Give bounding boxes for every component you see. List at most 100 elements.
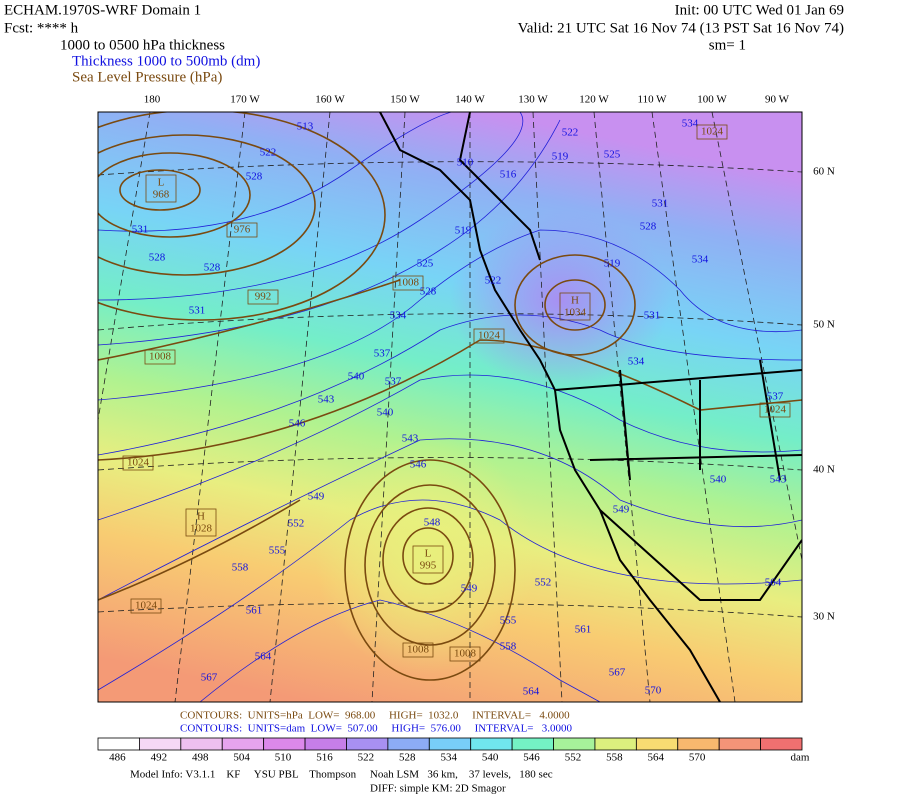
thickness-label: 525 [417, 258, 434, 270]
thickness-label: 522 [260, 147, 277, 159]
lon-label: 100 W [697, 94, 727, 106]
slp-label: 976 [234, 224, 251, 236]
thickness-label: 528 [204, 262, 221, 274]
slp-label-box [473, 328, 505, 344]
thickness-label: 558 [232, 562, 249, 574]
colorbar-box [387, 737, 430, 751]
map-area: 513 522 528 531 528 528 531 510 516 519 525 522 534 5… [98, 112, 802, 702]
lon-label: 130 W [518, 94, 548, 106]
slp-label-box [759, 402, 791, 418]
thickness-label: 531 [644, 310, 661, 322]
colorbar-label: 522 [358, 752, 375, 764]
thickness-label: 552 [535, 577, 552, 589]
slp-label: 1008 [454, 648, 477, 660]
slp-label-box [122, 455, 154, 471]
pressure-center-type: L [425, 548, 432, 560]
thickness-label: 510 [457, 157, 474, 169]
colorbar-label: 486 [109, 752, 126, 764]
smoothing: sm= 1 [709, 37, 746, 53]
lon-label: 140 W [455, 94, 485, 106]
legend-thickness: Thickness 1000 to 500mb (dm) [72, 53, 260, 69]
pressure-center-value: 1034 [564, 307, 587, 319]
colorbar-box [470, 737, 513, 751]
colorbar-label: 552 [565, 752, 582, 764]
thickness-label: 519 [604, 258, 621, 270]
thickness-label: 540 [348, 371, 365, 383]
slp-label-box [449, 646, 481, 662]
pressure-center-value: 1028 [190, 523, 213, 535]
lat-label: 50 N [813, 319, 835, 331]
thickness-label: 528 [420, 286, 437, 298]
pressure-center-box [412, 545, 444, 574]
thickness-label: 546 [410, 459, 427, 471]
colorbar-box [180, 737, 223, 751]
pressure-center-type: H [571, 295, 579, 307]
thickness-label: 519 [552, 151, 569, 163]
pressure-center-box [559, 292, 591, 321]
lat-label: 30 N [813, 611, 835, 623]
thickness-label: 531 [652, 198, 669, 210]
lat-label: 40 N [813, 464, 835, 476]
slp-label-box [226, 222, 258, 238]
thickness-label: 561 [575, 624, 592, 636]
slp-label: 1024 [764, 404, 787, 416]
lat-label: 60 N [813, 166, 835, 178]
colorbar-label: 528 [399, 752, 416, 764]
field-name: 1000 to 0500 hPa thickness [60, 37, 225, 53]
colorbar-label: 558 [606, 752, 623, 764]
thickness-label: 528 [149, 252, 166, 264]
colorbar-label: 504 [233, 752, 250, 764]
thickness-label: 549 [308, 491, 325, 503]
colorbar-label: 510 [275, 752, 292, 764]
slp-label: 992 [255, 291, 272, 303]
slp-label-box [144, 349, 176, 365]
thickness-label: 555 [269, 545, 286, 557]
colorbar-box [594, 737, 637, 751]
thickness-label: 567 [201, 672, 218, 684]
colorbar-label: 534 [440, 752, 457, 764]
thickness-label: 558 [500, 641, 517, 653]
slp-label-box [402, 642, 434, 658]
thickness-label: 543 [402, 433, 419, 445]
slp-label-box [392, 275, 424, 291]
slp-contours [98, 112, 802, 681]
colorbar-box [428, 737, 472, 751]
colorbar-label: 540 [482, 752, 499, 764]
thickness-label: 513 [297, 121, 314, 133]
thickness-label: 525 [604, 149, 621, 161]
colorbar-label: 492 [151, 752, 168, 764]
colorbar-label: 546 [523, 752, 540, 764]
thickness-label: 564 [523, 686, 540, 698]
thickness-label: 552 [288, 518, 305, 530]
thickness-label: 540 [710, 474, 727, 486]
slp-label-box [247, 289, 279, 305]
slp-contour-info: CONTOURS: UNITS=hPa LOW= 968.00 HIGH= 10… [180, 710, 570, 722]
thickness-label: 534 [692, 254, 709, 266]
colorbar-box [97, 737, 140, 751]
pressure-center-box [145, 174, 177, 203]
slp-label-box [696, 124, 728, 140]
thickness-label: 546 [289, 418, 306, 430]
thickness-label: 522 [485, 275, 502, 287]
lon-label: 160 W [315, 94, 345, 106]
map-frame [97, 111, 803, 703]
slp-label: 1024 [127, 457, 150, 469]
lon-label: 120 W [579, 94, 609, 106]
lon-label: 110 W [637, 94, 667, 106]
thickness-label: 531 [132, 224, 149, 236]
thickness-contours [98, 112, 802, 702]
pressure-center-value: 995 [420, 560, 437, 572]
model-info: Model Info: V3.1.1 KF YSU PBL Thompson N… [130, 769, 553, 781]
colorbar-box [346, 737, 389, 751]
model-title: ECHAM.1970S-WRF Domain 1 [4, 2, 201, 18]
pressure-center-box [185, 508, 217, 537]
graticule [98, 112, 802, 702]
colorbar-box [635, 737, 679, 751]
slp-label: 1008 [407, 644, 430, 656]
colorbar-box [553, 737, 596, 751]
pressure-center-type: H [197, 511, 205, 523]
thickness-label: 534 [628, 356, 645, 368]
colorbar-unit: dam [791, 752, 810, 764]
thickness-label: 534 [682, 118, 699, 130]
